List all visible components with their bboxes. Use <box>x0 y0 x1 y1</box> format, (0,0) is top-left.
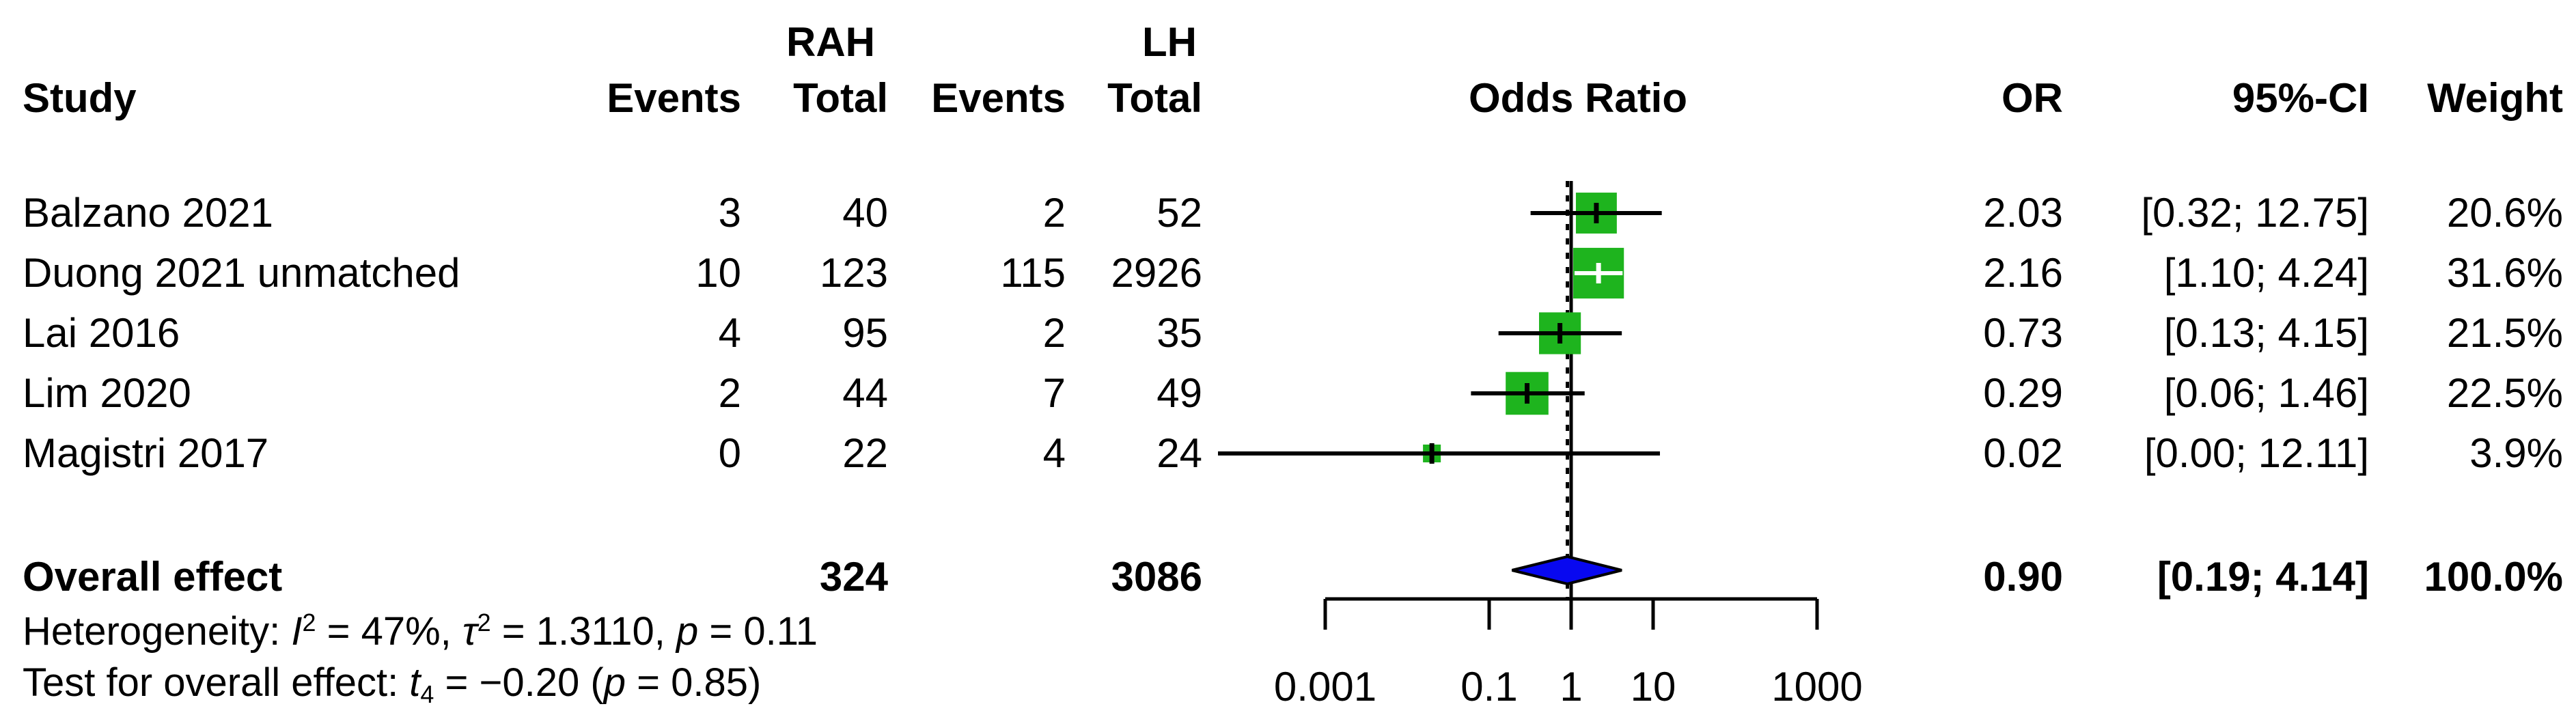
rah-events: 10 <box>695 250 741 296</box>
rah-events: 4 <box>718 310 741 356</box>
lh-events: 7 <box>1042 370 1066 416</box>
rah-events: 0 <box>718 430 741 476</box>
lh-total: 49 <box>1157 370 1202 416</box>
overall-diamond <box>1511 555 1622 586</box>
het-seg3: = 0.11 <box>698 609 818 654</box>
weight-value: 31.6% <box>2446 250 2563 296</box>
overall-test-note: Test for overall effect: t4 = −0.20 (p =… <box>23 660 762 709</box>
lh-total: 24 <box>1157 430 1202 476</box>
het-p-symbol: p <box>676 609 699 654</box>
header-lh-total: Total <box>1107 75 1202 121</box>
x-axis-tick-label: 0.001 <box>1274 664 1376 710</box>
heterogeneity-note: Heterogeneity: I2 = 47%, τ2 = 1.3110, p … <box>23 608 818 656</box>
weight-value: 20.6% <box>2446 190 2563 236</box>
header-ci: 95%-CI <box>2232 75 2369 121</box>
ci-value: [0.32; 12.75] <box>2141 190 2369 236</box>
weight-value: 22.5% <box>2446 370 2563 416</box>
test-p-symbol: p <box>603 660 626 705</box>
header-odds-ratio: Odds Ratio <box>1468 75 1687 121</box>
x-axis-tick-label: 10 <box>1631 664 1676 710</box>
header-or: OR <box>2002 75 2063 121</box>
ci-value: [0.06; 1.46] <box>2163 370 2369 416</box>
study-name: Lim 2020 <box>23 370 191 416</box>
het-seg1: = 47%, <box>316 609 462 654</box>
or-value: 2.16 <box>1983 250 2063 296</box>
x-axis-tick-label: 1000 <box>1771 664 1862 710</box>
or-value: 0.02 <box>1983 430 2063 476</box>
lh-events: 115 <box>1000 250 1066 296</box>
study-name: Duong 2021 unmatched <box>23 250 460 296</box>
header-weight: Weight <box>2427 75 2563 121</box>
overall-or: 0.90 <box>1983 554 2063 600</box>
or-value: 0.29 <box>1983 370 2063 416</box>
rah-total: 95 <box>842 310 888 356</box>
het-i-symbol: I <box>291 609 303 654</box>
weight-value: 3.9% <box>2469 430 2563 476</box>
lh-events: 2 <box>1042 190 1066 236</box>
rah-events: 2 <box>718 370 741 416</box>
overall-lh-total: 3086 <box>1111 554 1202 600</box>
rah-events: 3 <box>718 190 741 236</box>
study-name: Balzano 2021 <box>23 190 273 236</box>
ci-value: [0.00; 12.11] <box>2144 430 2369 476</box>
x-axis-tick-label: 0.1 <box>1460 664 1517 710</box>
lh-total: 52 <box>1157 190 1202 236</box>
header-lh-events: Events <box>931 75 1066 121</box>
lh-events: 4 <box>1042 430 1066 476</box>
lh-total: 35 <box>1157 310 1202 356</box>
test-t-symbol: t <box>409 660 421 705</box>
lh-events: 2 <box>1042 310 1066 356</box>
weight-value: 21.5% <box>2446 310 2563 356</box>
het-prefix: Heterogeneity: <box>23 609 292 654</box>
study-name: Lai 2016 <box>23 310 180 356</box>
test-prefix: Test for overall effect: <box>23 660 410 705</box>
rah-total: 123 <box>819 250 888 296</box>
header-study: Study <box>23 75 137 121</box>
ci-value: [1.10; 4.24] <box>2163 250 2369 296</box>
header-rah-events: Events <box>607 75 741 121</box>
test-t-sub: 4 <box>420 680 434 709</box>
header-group-lh: LH <box>1142 19 1197 65</box>
overall-weight: 100.0% <box>2424 554 2564 600</box>
ci-value: [0.13; 4.15] <box>2163 310 2369 356</box>
header-group-rah: RAH <box>786 19 875 65</box>
test-seg1: = −0.20 ( <box>434 660 604 705</box>
x-axis-tick-label: 1 <box>1560 664 1582 710</box>
het-i-sup: 2 <box>302 608 316 637</box>
or-value: 0.73 <box>1983 310 2063 356</box>
study-name: Magistri 2017 <box>23 430 269 476</box>
het-tau-symbol: τ <box>462 609 477 654</box>
overall-rah-total: 324 <box>819 554 888 600</box>
overall-label: Overall effect <box>23 554 283 600</box>
test-seg2: = 0.85) <box>625 660 762 705</box>
rah-total: 22 <box>842 430 888 476</box>
overall-ci: [0.19; 4.14] <box>2157 554 2369 600</box>
header-rah-total: Total <box>793 75 888 121</box>
or-value: 2.03 <box>1983 190 2063 236</box>
lh-total: 2926 <box>1111 250 1202 296</box>
rah-total: 40 <box>842 190 888 236</box>
het-tau-sup: 2 <box>477 608 491 637</box>
het-seg2: = 1.3110, <box>490 609 677 654</box>
rah-total: 44 <box>842 370 888 416</box>
